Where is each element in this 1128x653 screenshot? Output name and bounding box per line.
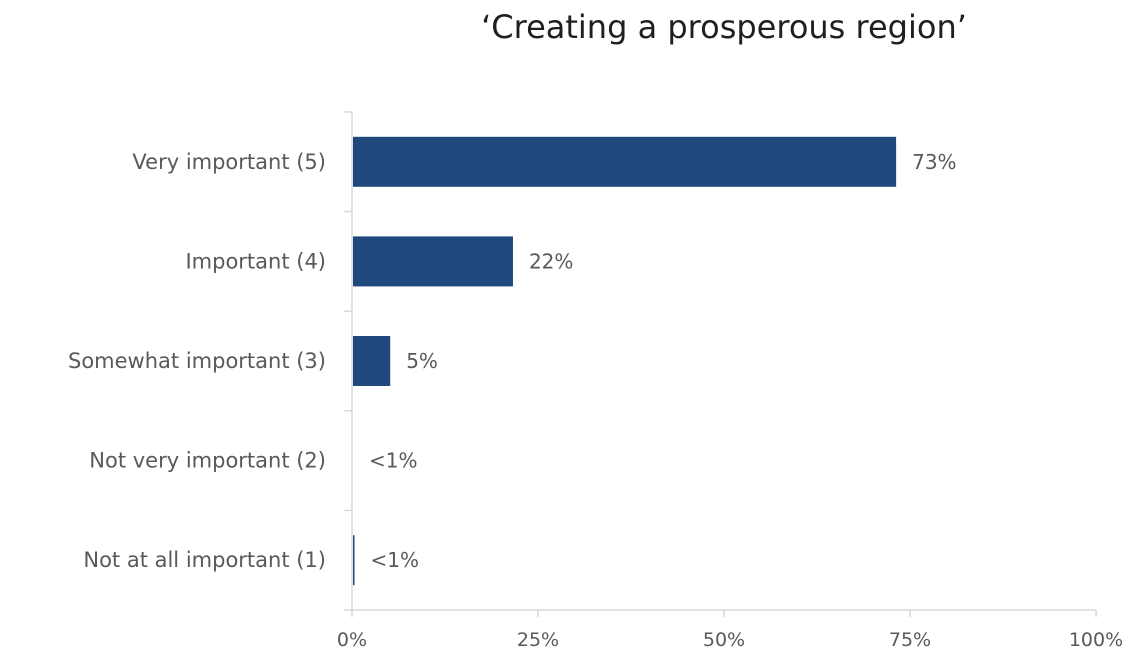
bar xyxy=(353,535,355,586)
data-label: 5% xyxy=(406,349,438,373)
category-label: Not very important (2) xyxy=(89,449,326,473)
data-label: 73% xyxy=(912,150,956,174)
category-label: Not at all important (1) xyxy=(83,548,326,572)
category-label: Very important (5) xyxy=(132,150,326,174)
bar xyxy=(353,136,897,187)
bar xyxy=(353,336,391,386)
x-tick-label: 50% xyxy=(703,629,745,651)
x-tick-label: 25% xyxy=(517,629,559,651)
x-tick-label: 75% xyxy=(889,629,931,651)
chart-axes xyxy=(344,111,1097,617)
chart-labels: 0% 25% 50% 75% 100% Very important (5) 73% Impo… xyxy=(68,150,1123,651)
bar xyxy=(353,236,513,287)
category-label: Important (4) xyxy=(185,249,326,273)
data-label: <1% xyxy=(370,548,419,572)
x-tick-label: 100% xyxy=(1069,629,1123,651)
data-label: <1% xyxy=(369,449,418,473)
x-tick-label: 0% xyxy=(337,629,367,651)
chart-bars xyxy=(353,136,897,586)
data-label: 22% xyxy=(529,249,573,273)
category-label: Somewhat important (3) xyxy=(68,349,326,373)
chart-title: ‘Creating a prosperous region’ xyxy=(481,8,967,46)
